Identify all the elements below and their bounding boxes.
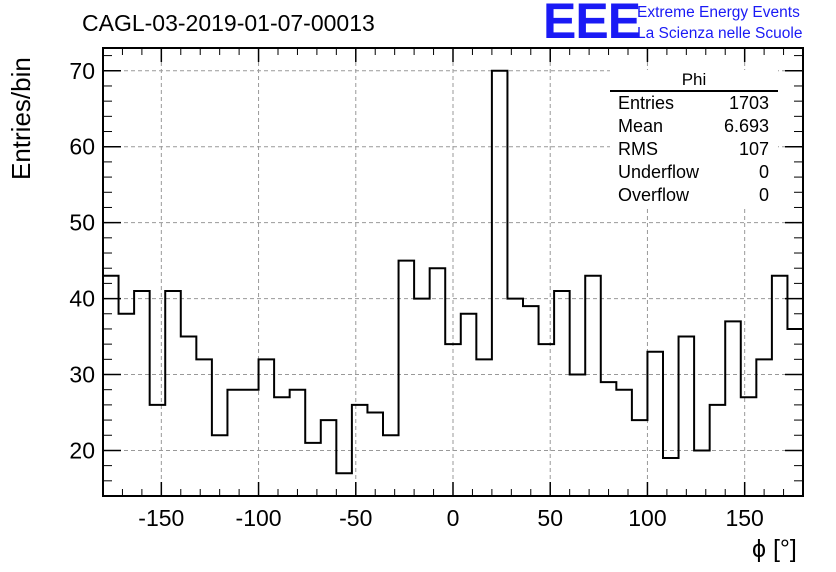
histogram-bin	[663, 458, 679, 496]
stats-row-underflow: Underflow 0	[610, 161, 778, 184]
histogram-bin	[212, 435, 228, 496]
histogram-bin	[243, 390, 259, 496]
y-tick-label: 50	[69, 210, 95, 236]
x-axis-label: ϕ [°]	[752, 535, 797, 563]
histogram-bin	[119, 314, 135, 496]
brand-line-2: La Scienza nelle Scuole	[637, 25, 803, 42]
stats-title: Phi	[610, 70, 778, 92]
stats-label: Mean	[618, 116, 664, 136]
histogram-bin	[461, 314, 477, 496]
stats-value: 0	[758, 162, 769, 182]
histogram-bin	[616, 390, 632, 496]
y-tick-label: 30	[69, 362, 95, 388]
y-tick-label: 70	[69, 58, 95, 84]
stats-label: Entries	[618, 93, 675, 113]
stats-value: 1703	[728, 93, 769, 113]
histogram-bin	[274, 397, 290, 496]
histogram-bin	[259, 359, 275, 496]
histogram-bin	[196, 359, 212, 496]
histogram-bin	[476, 359, 492, 496]
stats-label: Overflow	[618, 185, 690, 205]
stats-value: 107	[738, 139, 769, 159]
histogram-bin	[321, 420, 337, 496]
histogram-bin	[290, 390, 306, 496]
brand-line-1: Extreme Energy Events	[637, 4, 800, 21]
chart-title: CAGL-03-2019-01-07-00013	[82, 10, 375, 36]
histogram-bin	[492, 71, 508, 496]
histogram-bin	[367, 412, 383, 496]
histogram-bin	[414, 299, 430, 496]
histogram-bin	[181, 337, 197, 496]
y-tick-label: 60	[69, 134, 95, 160]
histogram-bin	[399, 261, 415, 496]
histogram-bin	[787, 329, 803, 496]
histogram-bin	[585, 276, 601, 496]
histogram-bin	[227, 390, 243, 496]
histogram-bin	[679, 337, 695, 496]
histogram-bin	[570, 375, 586, 496]
stats-row-rms: RMS 107	[610, 138, 778, 161]
stats-value: 6.693	[723, 116, 769, 136]
x-tick-label: 50	[537, 505, 563, 531]
histogram-bin	[725, 321, 741, 496]
y-tick-label: 40	[69, 286, 95, 312]
histogram-bin	[103, 276, 119, 496]
stats-box: Phi Entries 1703 Mean 6.693 RMS 107 Unde…	[610, 70, 778, 207]
x-tick-label: -50	[339, 505, 372, 531]
histogram-bin	[772, 276, 788, 496]
histogram-bin	[336, 473, 352, 496]
histogram-bars	[103, 69, 803, 496]
x-tick-label: 100	[628, 505, 666, 531]
histogram-bin	[554, 291, 570, 496]
x-tick-label: 150	[725, 505, 763, 531]
histogram-bin	[741, 397, 757, 496]
histogram-bin	[383, 435, 399, 496]
stats-row-overflow: Overflow 0	[610, 184, 778, 207]
histogram-bin	[430, 268, 446, 496]
stats-row-mean: Mean 6.693	[610, 115, 778, 138]
eee-logo: EEE	[543, 0, 641, 49]
stats-label: Underflow	[618, 162, 700, 182]
histogram-bin	[756, 359, 772, 496]
histogram-bin	[165, 291, 181, 496]
x-tick-label: -150	[138, 505, 184, 531]
histogram-bin	[507, 299, 523, 496]
histogram-bin	[539, 344, 555, 496]
y-tick-label: 20	[69, 437, 95, 463]
stats-label: RMS	[618, 139, 658, 159]
x-tick-label: -100	[236, 505, 282, 531]
histogram-bin	[601, 382, 617, 496]
histogram-bin	[694, 450, 710, 496]
x-tick-label: 0	[447, 505, 460, 531]
stats-row-entries: Entries 1703	[610, 92, 778, 115]
stats-value: 0	[758, 185, 769, 205]
histogram-bin	[523, 306, 539, 496]
histogram-bin	[647, 352, 663, 496]
histogram-bin	[632, 420, 648, 496]
axes: -150 -100 -50 0 50 100 150 20 30 40 50 60 70	[69, 47, 804, 531]
histogram-outline	[103, 69, 803, 475]
histogram-bin	[134, 291, 150, 496]
